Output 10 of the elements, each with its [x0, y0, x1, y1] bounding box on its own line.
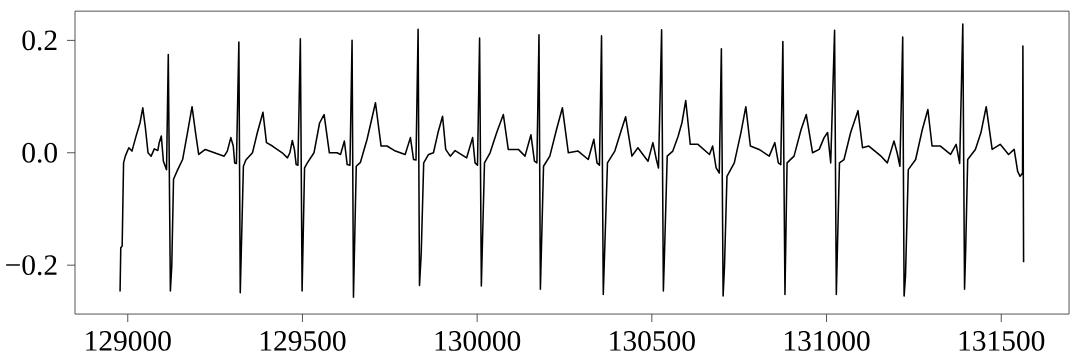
x-tick-label: 129000: [86, 331, 171, 351]
y-tick-label: −0.2: [6, 255, 57, 276]
x-tick-label: 130000: [435, 331, 521, 351]
x-tick-label: 131500: [959, 331, 1045, 351]
x-tick-label: 130500: [610, 331, 695, 351]
line-series: [119, 23, 1025, 298]
x-tick-label: 129500: [260, 331, 346, 351]
y-tick-label: 0.0: [22, 142, 57, 163]
x-tick-label: 131000: [784, 331, 870, 351]
y-tick-label: 0.2: [22, 30, 57, 51]
